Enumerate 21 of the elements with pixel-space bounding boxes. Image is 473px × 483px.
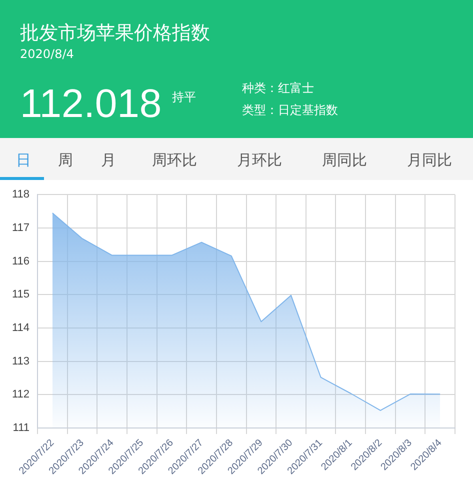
text: 类型：日定基指数 — [242, 102, 338, 119]
text: 周环比 — [152, 151, 197, 170]
y-tick-label: 114 — [12, 322, 30, 334]
y-tick-label: 115 — [12, 288, 30, 301]
chart-subtitle: 2020/8/4 — [20, 47, 74, 61]
text: 112.018 — [20, 82, 162, 127]
text: 持平 — [172, 89, 196, 106]
y-tick-label: 111 — [12, 422, 30, 434]
text: 月环比 — [237, 151, 282, 170]
y-tick-label: 117 — [12, 222, 30, 234]
y-tick-label: 112 — [12, 388, 30, 401]
chart-title: 批发市场苹果价格指数 — [20, 21, 210, 46]
text: 周同比 — [322, 151, 367, 170]
text: 周 — [58, 151, 73, 170]
text: 种类：红富士 — [242, 80, 314, 97]
text: 月同比 — [407, 151, 452, 170]
text: 日 — [16, 151, 31, 170]
text: 月 — [101, 151, 116, 170]
y-tick-label: 116 — [12, 255, 30, 268]
y-tick-label: 118 — [12, 188, 30, 201]
y-tick-label: 113 — [12, 355, 30, 368]
